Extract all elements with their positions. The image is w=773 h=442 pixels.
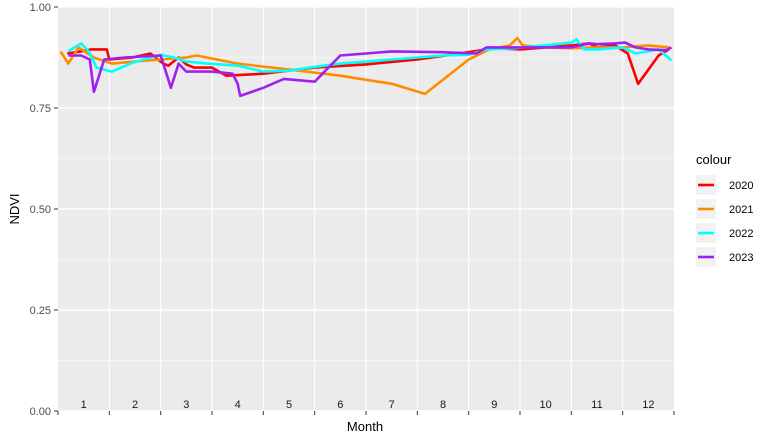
x-axis-title: Month [347,419,383,434]
legend-keys: 2020 2021 2022 2023 [696,175,753,267]
legend-title: colour [696,152,732,167]
y-axis: 0.00 0.25 0.50 0.75 1.00 [30,2,58,418]
y-tick-label: 1.00 [30,2,51,14]
series-line-2023 [68,41,673,98]
month-label: 9 [491,399,497,411]
month-label: 6 [337,399,343,411]
month-label: 2 [132,399,138,411]
month-label: 1 [81,399,87,411]
y-tick-label: 0.75 [30,103,51,115]
y-tick-label: 0.25 [30,305,51,317]
month-labels: 1 2 3 4 5 6 7 8 9 10 11 12 [81,399,655,411]
x-axis [57,411,675,415]
month-label: 5 [286,399,292,411]
series-lines [59,36,673,98]
month-label: 7 [389,399,395,411]
month-label: 12 [642,399,654,411]
legend-label-2020: 2020 [729,180,753,192]
month-label: 8 [440,399,446,411]
y-axis-title: NDVI [7,193,22,224]
month-label: 3 [183,399,189,411]
month-label: 4 [235,399,241,411]
legend: colour 2020 2021 2022 2023 [696,152,753,267]
legend-label-2023: 2023 [729,252,753,264]
legend-label-2022: 2022 [729,228,753,240]
y-tick-label: 0.50 [30,204,51,216]
major-gridlines [58,6,674,412]
legend-label-2021: 2021 [729,204,753,216]
y-tick-label: 0.00 [30,406,51,418]
series-line-2022 [67,38,673,73]
month-label: 10 [540,399,552,411]
month-label: 11 [591,399,602,411]
